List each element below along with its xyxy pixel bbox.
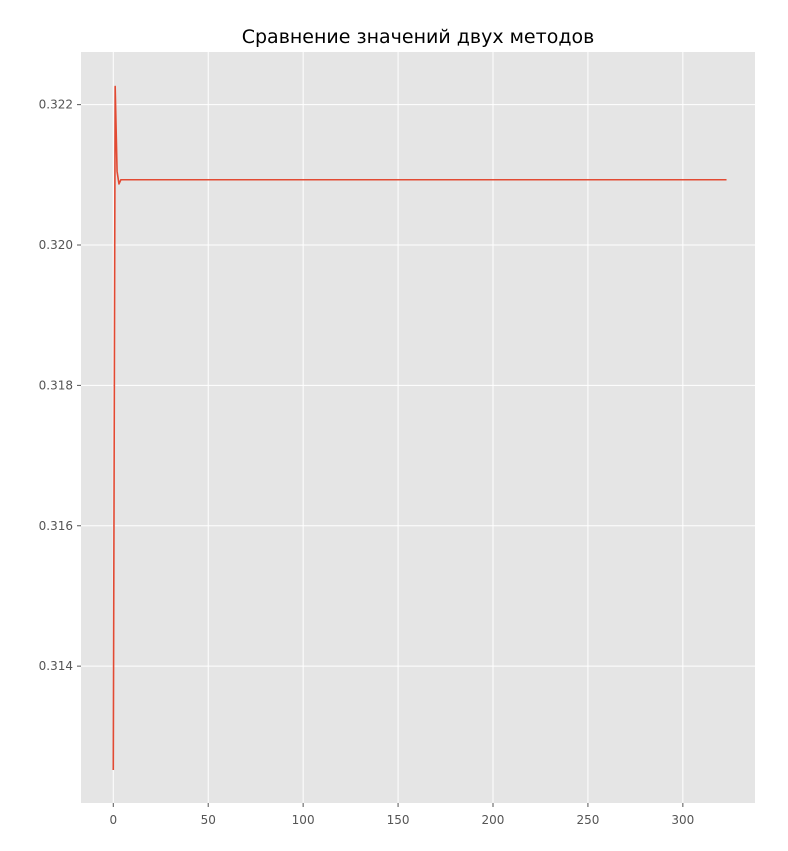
y-tick-label: 0.322 [39, 98, 73, 112]
x-axis: 0 50 100 150 200 250 300 [109, 803, 694, 827]
y-tick-label: 0.314 [39, 659, 73, 673]
x-tick-label: 200 [482, 813, 505, 827]
x-tick-label: 250 [576, 813, 599, 827]
x-tick-label: 300 [671, 813, 694, 827]
x-tick-label: 0 [109, 813, 117, 827]
chart-title: Сравнение значений двух методов [242, 26, 595, 48]
y-tick-label: 0.318 [39, 378, 73, 392]
grid [81, 52, 755, 803]
x-tick-label: 150 [387, 813, 410, 827]
x-tick-label: 100 [292, 813, 315, 827]
y-tick-label: 0.316 [39, 519, 73, 533]
series-line [112, 85, 727, 771]
x-tick-label: 50 [201, 813, 216, 827]
y-tick-label: 0.320 [39, 238, 73, 252]
y-axis: 0.314 0.316 0.318 0.320 0.322 [39, 98, 81, 673]
series-layer [112, 85, 727, 771]
plot-area [81, 52, 755, 803]
